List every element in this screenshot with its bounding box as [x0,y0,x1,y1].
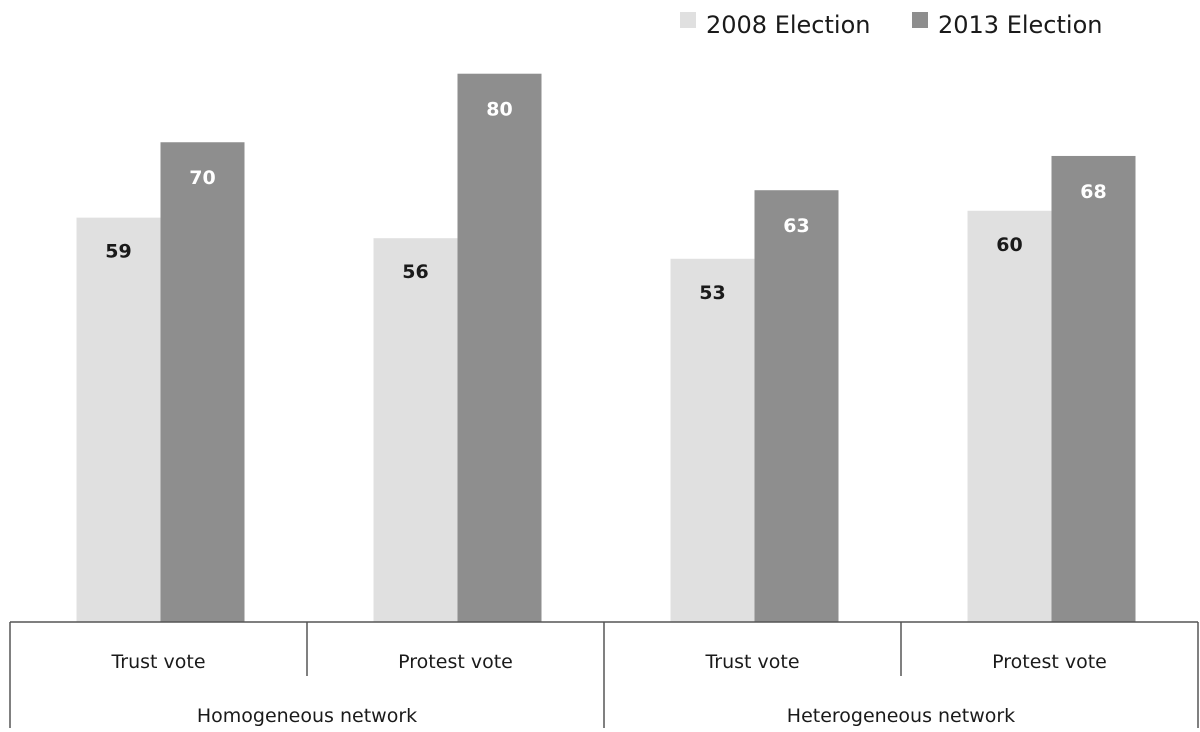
category-label-4: Protest vote [992,651,1107,673]
group-label-heterogeneous-network: Heterogeneous network [787,705,1015,727]
group-label-homogeneous-network: Homogeneous network [197,705,417,727]
legend: 2008 Election 2013 Election [680,11,1102,39]
category-label-1: Trust vote [110,651,205,673]
data-label-2013-election-2: 80 [486,99,512,121]
bar-2008-election-1 [76,217,161,622]
bar-2013-election-1 [160,142,245,622]
bar-2013-election-2 [457,73,542,622]
bar-2008-election-4 [967,210,1052,622]
data-label-2008-election-4: 60 [996,234,1022,256]
data-label-2013-election-3: 63 [783,215,809,237]
category-label-3: Trust vote [704,651,799,673]
legend-swatch-2008-election [680,12,696,28]
bars: 59 70 56 80 53 63 60 68 [76,73,1136,622]
data-label-2008-election-3: 53 [699,282,725,304]
legend-label-2013-election: 2013 Election [938,11,1102,39]
bar-2008-election-3 [670,258,755,622]
legend-label-2008-election: 2008 Election [706,11,870,39]
bar-2008-election-2 [373,238,458,622]
data-label-2008-election-2: 56 [402,261,428,283]
bar-2013-election-4 [1051,155,1136,622]
data-label-2013-election-1: 70 [189,167,215,189]
data-label-2008-election-1: 59 [105,241,131,263]
category-label-2: Protest vote [398,651,513,673]
legend-swatch-2013-election [912,12,928,28]
category-axis: Trust vote Protest vote Trust vote Protest … [9,621,1199,728]
bar-2013-election-3 [754,190,839,622]
data-label-2013-election-4: 68 [1080,181,1106,203]
